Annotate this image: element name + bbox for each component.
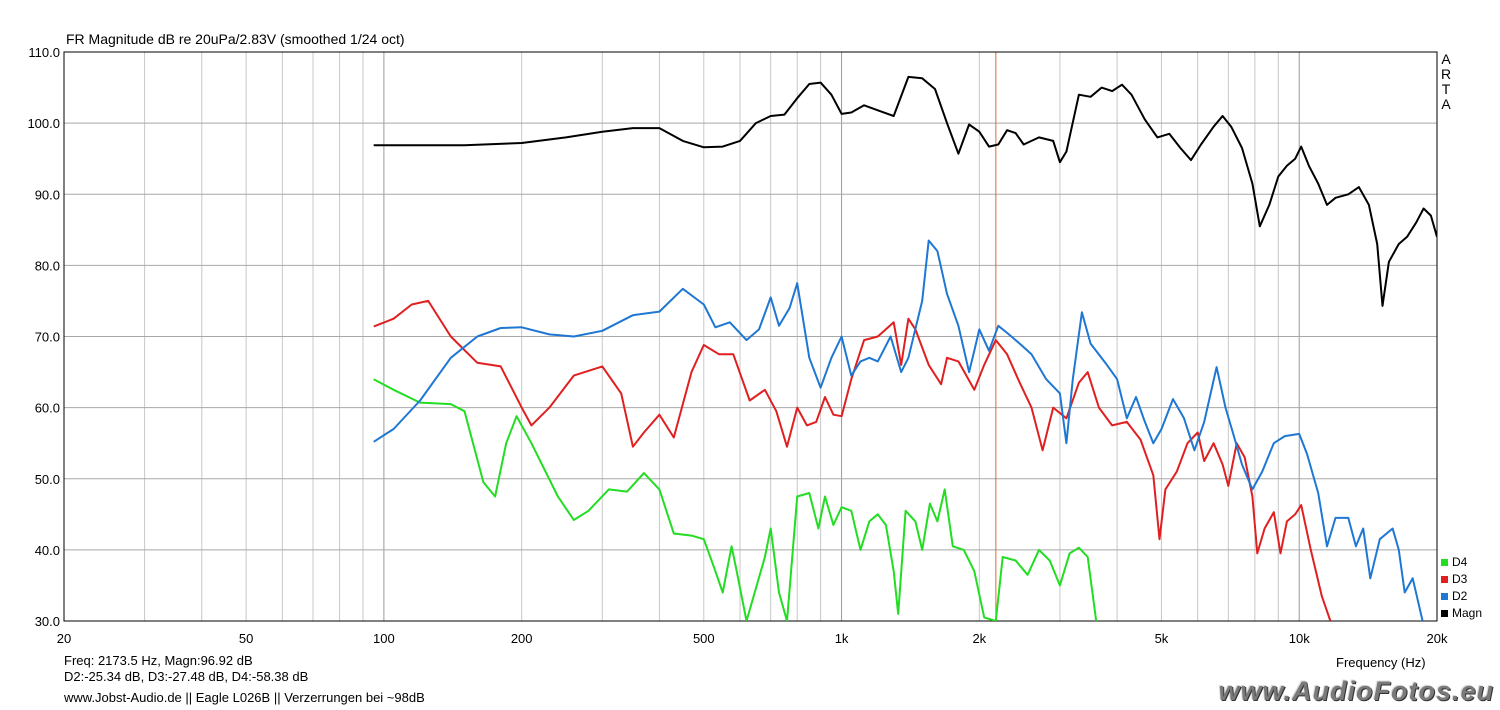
legend-item-d4: D4 [1441, 554, 1482, 571]
chart-title: FR Magnitude dB re 20uPa/2.83V (smoothed… [66, 31, 405, 47]
side-letter: R [1440, 66, 1452, 82]
x-tick-label: 2k [972, 631, 986, 646]
legend-swatch [1441, 593, 1448, 600]
series-line-d2 [373, 239, 1424, 621]
side-letter: A [1441, 51, 1451, 67]
series-line-magn [373, 75, 1437, 307]
y-tick-label: 90.0 [35, 187, 60, 202]
plot-frame [63, 51, 1438, 622]
y-tick-label: 40.0 [35, 543, 60, 558]
y-tick-label: 80.0 [35, 258, 60, 273]
y-tick-label: 110.0 [28, 45, 60, 60]
y-tick-label: 100.0 [27, 116, 60, 131]
y-tick-label: 70.0 [35, 330, 60, 345]
legend-swatch [1441, 576, 1448, 583]
x-tick-label: 200 [511, 631, 533, 646]
side-letter: A [1441, 96, 1451, 112]
series-line-d3 [373, 299, 1332, 621]
x-axis-label: Frequency (Hz) [1336, 655, 1426, 670]
legend-label: D2 [1452, 589, 1468, 603]
legend-item-d2: D2 [1441, 588, 1482, 605]
x-tick-label: 10k [1289, 631, 1310, 646]
y-tick-label: 60.0 [35, 401, 60, 416]
footer-credits: www.Jobst-Audio.de || Eagle L026B || Ver… [64, 690, 425, 705]
legend-item-magn: Magn [1441, 605, 1482, 622]
legend-label: D3 [1452, 572, 1468, 586]
x-tick-label: 5k [1155, 631, 1169, 646]
chart-legend: D4 D3 D2 Magn [1441, 554, 1482, 622]
cursor-readout-freq: Freq: 2173.5 Hz, Magn:96.92 dB [64, 653, 253, 668]
legend-swatch [1441, 610, 1448, 617]
series-line-d4 [373, 378, 1098, 621]
y-tick-label: 50.0 [35, 472, 60, 487]
side-brand-label: A R T A [1440, 52, 1452, 112]
legend-label: Magn [1452, 606, 1483, 620]
x-tick-label: 50 [239, 631, 253, 646]
watermark-logo: www.AudioFotos.eu [1218, 676, 1494, 706]
x-tick-label: 20k [1427, 631, 1448, 646]
x-tick-label: 20 [57, 631, 71, 646]
legend-item-d3: D3 [1441, 571, 1482, 588]
y-tick-label: 30.0 [35, 614, 60, 629]
legend-swatch [1441, 559, 1448, 566]
x-tick-label: 1k [835, 631, 849, 646]
x-tick-label: 500 [693, 631, 715, 646]
x-tick-label: 100 [373, 631, 395, 646]
legend-label: D4 [1452, 555, 1468, 569]
side-letter: T [1441, 81, 1451, 97]
cursor-readout-distortion: D2:-25.34 dB, D3:-27.48 dB, D4:-58.38 dB [64, 669, 309, 684]
